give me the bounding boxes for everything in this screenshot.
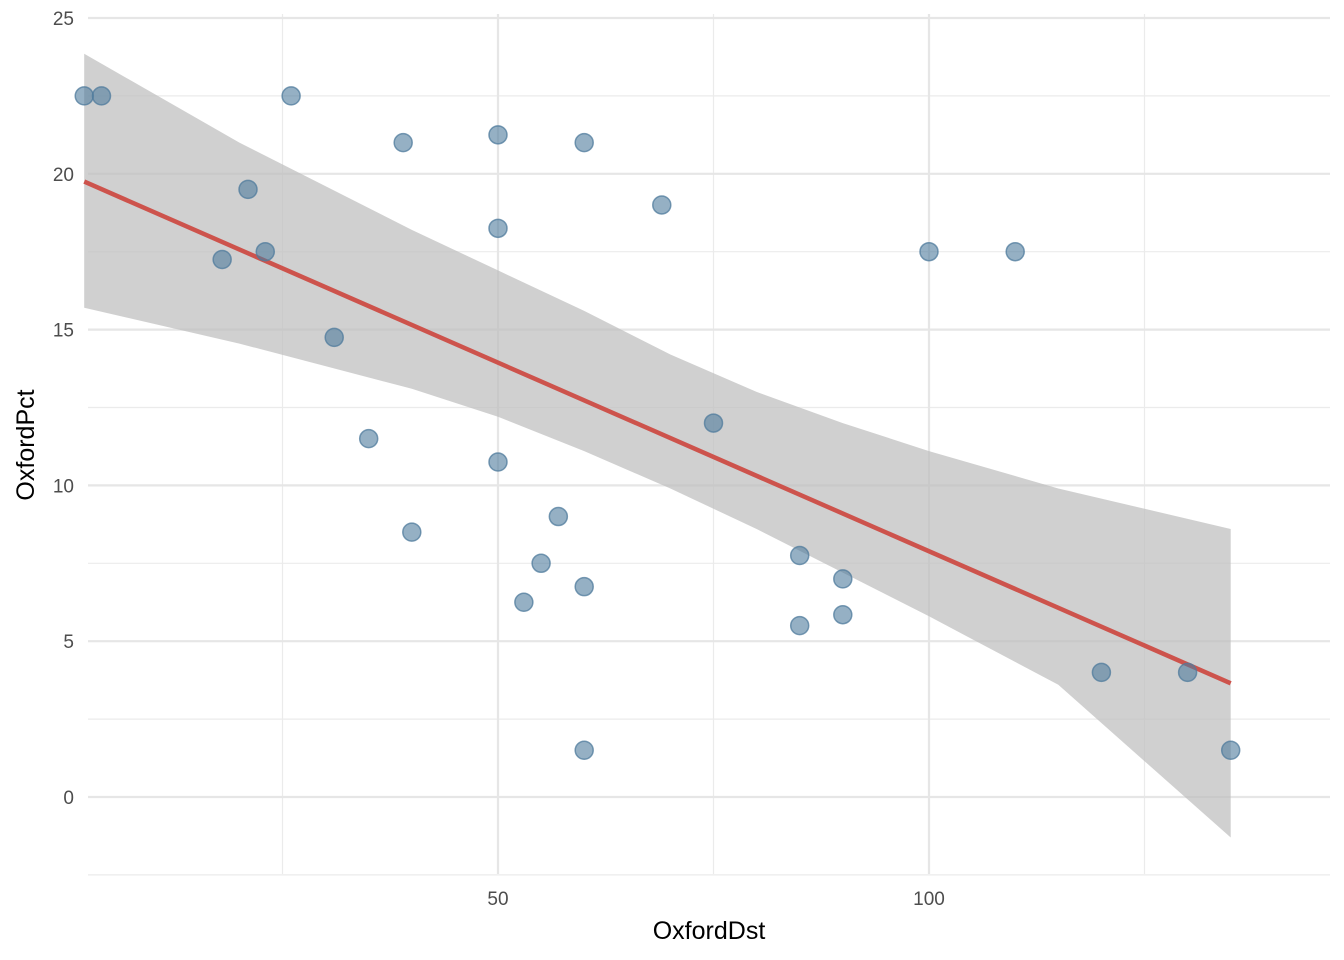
data-point [531,553,551,574]
y-tick-label: 25 [53,9,74,30]
y-tick-label: 20 [53,165,74,186]
data-point [652,195,672,215]
data-point [91,86,112,106]
data-point [255,241,276,262]
data-point [574,132,594,153]
data-point [1005,241,1025,262]
data-point [833,604,853,625]
y-tick-label: 15 [53,321,74,342]
x-tick-label: 100 [913,889,945,910]
y-axis-title: OxfordPct [12,389,40,500]
data-point [703,413,724,433]
data-point [833,569,853,589]
data-point [574,576,594,597]
x-axis-tick-labels: 50 100 [487,889,944,910]
y-axis-tick-labels: 0 5 10 15 20 25 [53,9,74,809]
x-axis-title: OxfordDst [653,917,766,945]
data-point [919,241,939,262]
data-point [789,545,810,566]
data-points [74,86,1241,761]
data-point [1220,740,1241,761]
data-point [212,249,232,270]
data-point [514,592,534,612]
confidence-band [84,53,1231,838]
data-point [574,740,594,761]
data-point [281,86,301,106]
x-tick-label: 50 [487,889,508,910]
y-tick-label: 5 [63,632,74,653]
y-tick-label: 10 [53,476,74,497]
data-point [548,506,569,527]
data-point [324,327,344,348]
y-tick-label: 0 [63,788,74,809]
data-point [402,522,422,542]
data-point [358,428,379,449]
trend-line [83,179,1232,686]
data-point [74,86,94,106]
data-point [1091,662,1112,683]
data-point [1177,662,1198,683]
data-point [238,179,258,200]
data-point [488,125,508,145]
data-point [789,615,810,636]
data-point [393,132,413,153]
data-point [488,218,508,239]
data-point [488,452,508,472]
